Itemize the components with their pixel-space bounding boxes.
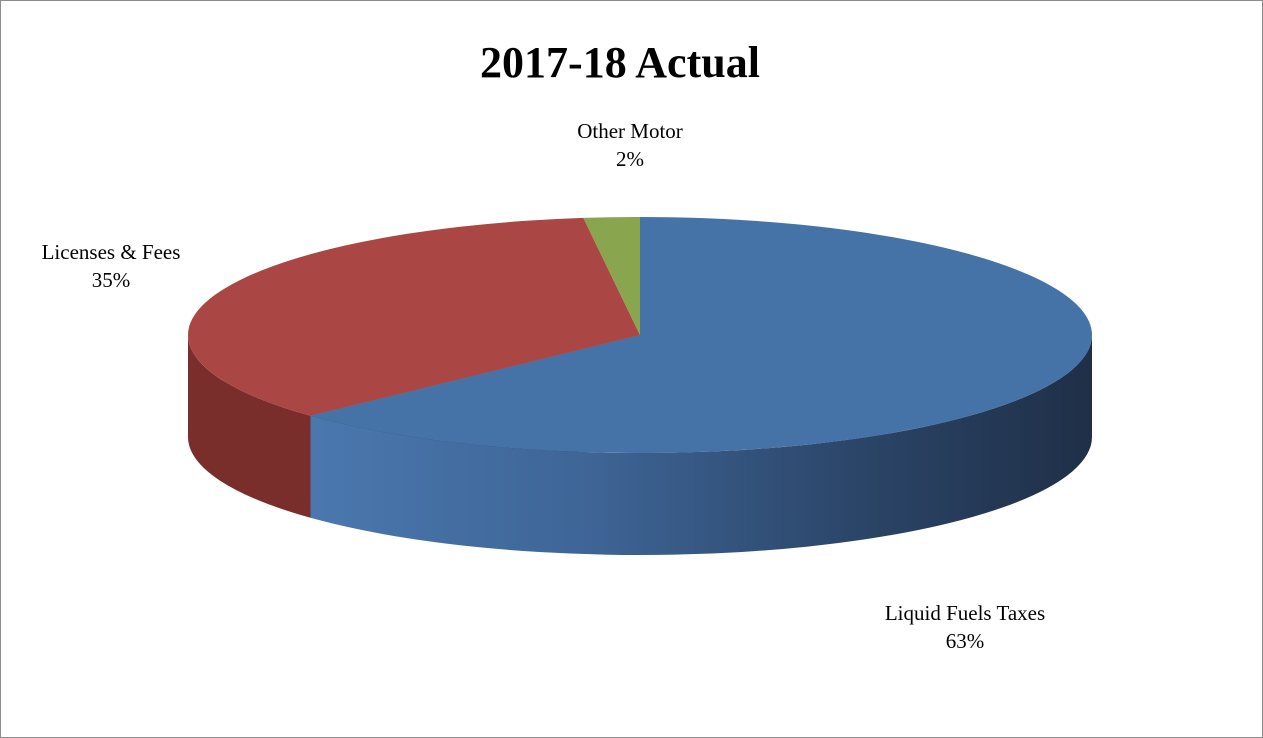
pie-slice-3 [583, 217, 640, 335]
data-label-category-3: Other Motor [577, 119, 683, 143]
chart-title: 2017-18 Actual [480, 38, 760, 87]
pie-slice-2 [188, 217, 641, 416]
data-label-percent-3: 2% [616, 147, 644, 171]
data-label-percent-2: 35% [92, 268, 131, 292]
pie-slice-1 [310, 217, 1093, 453]
data-label-category-1: Liquid Fuels Taxes [885, 601, 1045, 625]
pie-slice-side-1 [310, 335, 1092, 555]
pie-slice-side-2 [188, 335, 311, 518]
data-label-category-2: Licenses & Fees [42, 240, 181, 264]
data-label-percent-1: 63% [946, 629, 985, 653]
